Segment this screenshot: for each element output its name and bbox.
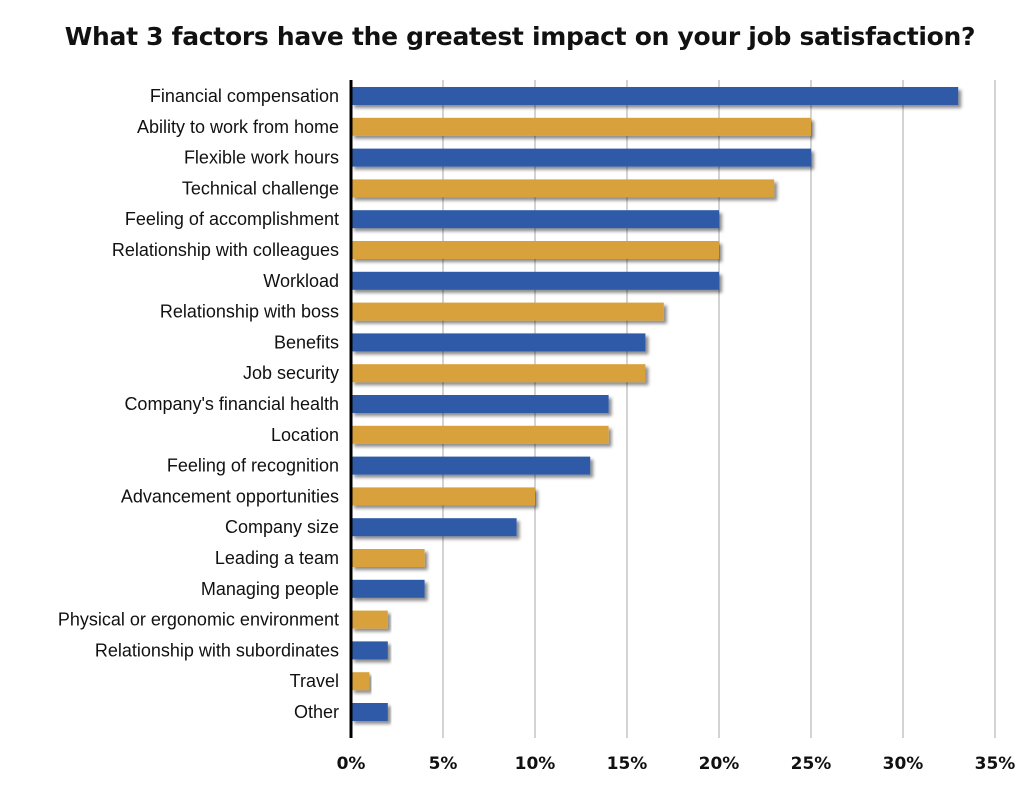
category-label: Flexible work hours <box>184 148 339 168</box>
bar <box>351 703 388 721</box>
category-label: Managing people <box>201 579 339 599</box>
category-label: Company size <box>225 517 339 537</box>
bar <box>351 579 425 598</box>
bar <box>351 302 664 321</box>
category-label: Financial compensation <box>150 86 339 106</box>
bar <box>351 241 719 259</box>
bar <box>351 518 517 537</box>
x-tick-label: 35% <box>975 754 1016 774</box>
category-label: Other <box>294 702 339 722</box>
bar <box>351 487 535 506</box>
bar <box>351 364 646 383</box>
category-label: Location <box>271 425 339 445</box>
chart-title: What 3 factors have the greatest impact … <box>64 22 976 51</box>
x-tick-label: 25% <box>791 754 832 774</box>
category-label: Feeling of accomplishment <box>125 209 339 229</box>
category-label: Job security <box>243 363 339 383</box>
bar <box>351 179 775 198</box>
category-label: Relationship with boss <box>160 302 339 322</box>
x-tick-label: 0% <box>337 754 366 774</box>
category-label: Advancement opportunities <box>121 486 339 506</box>
category-label: Ability to work from home <box>137 117 339 137</box>
x-tick-label: 10% <box>515 754 556 774</box>
bar <box>351 333 646 352</box>
category-label: Relationship with subordinates <box>95 640 339 660</box>
category-label: Relationship with colleagues <box>112 240 339 260</box>
category-label: Workload <box>263 271 339 291</box>
bar <box>351 87 959 105</box>
x-tick-label: 20% <box>699 754 740 774</box>
category-label: Feeling of recognition <box>167 456 339 476</box>
x-tick-label: 30% <box>883 754 924 774</box>
category-label: Travel <box>290 671 339 691</box>
bar <box>351 425 609 444</box>
bar <box>351 610 388 629</box>
category-label: Technical challenge <box>182 178 339 198</box>
category-label: Benefits <box>274 332 339 352</box>
category-label: Company's financial health <box>124 394 339 414</box>
x-tick-label: 5% <box>429 754 458 774</box>
bar <box>351 641 388 660</box>
category-label: Physical or ergonomic environment <box>58 610 339 630</box>
bar <box>351 672 370 691</box>
category-label: Leading a team <box>215 548 339 568</box>
bar <box>351 395 609 413</box>
bar <box>351 549 425 567</box>
x-tick-label: 15% <box>607 754 648 774</box>
bar <box>351 210 719 229</box>
bar <box>351 456 591 475</box>
bar <box>351 117 811 136</box>
bar <box>351 148 811 167</box>
bar <box>351 271 719 290</box>
